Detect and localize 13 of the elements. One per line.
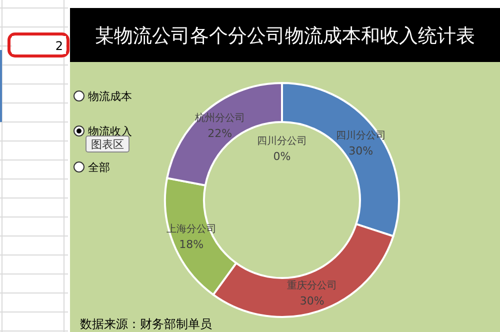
data-label: 30% <box>300 294 324 308</box>
source-note: 数据来源：财务部制单员 <box>80 317 212 331</box>
category-label: 四川分公司 <box>257 136 307 147</box>
data-label: 30% <box>348 144 374 158</box>
chart-title: 某物流公司各个分公司物流成本和收入统计表 <box>95 25 475 47</box>
text: 2 <box>55 39 63 53</box>
data-label: 18% <box>179 238 204 251</box>
text: 物流成本 <box>88 90 132 103</box>
text: 0% <box>273 150 291 163</box>
text: 图表区 <box>91 138 124 151</box>
text: 全部 <box>88 161 110 174</box>
data-label: 22% <box>208 126 232 140</box>
slice-label: 重庆分公司 <box>287 280 338 292</box>
